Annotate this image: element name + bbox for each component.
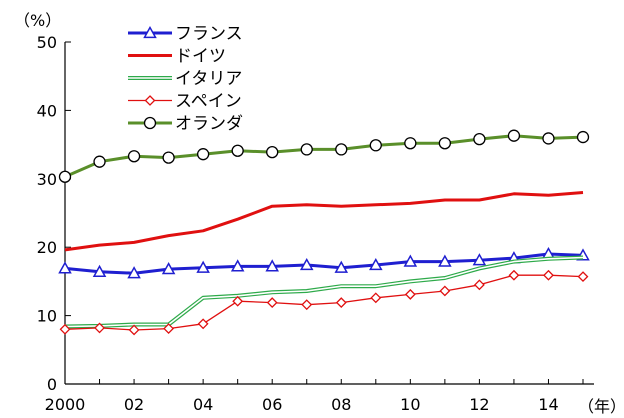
- legend-item-3: イタリア: [128, 69, 242, 89]
- data-point: [231, 144, 244, 157]
- data-point: [472, 253, 487, 266]
- legend-label: フランス: [175, 24, 243, 44]
- series-2-line: [64, 191, 584, 252]
- data-point: [577, 271, 589, 283]
- x-tick-label: 06: [262, 395, 282, 414]
- legend-label: オランダ: [175, 114, 243, 134]
- data-point: [438, 254, 452, 267]
- legend-marker: [143, 25, 157, 39]
- series-3-line-inner: [64, 256, 584, 328]
- legend-label: イタリア: [175, 69, 242, 89]
- data-point: [93, 155, 106, 168]
- legend-item-4: スペイン: [128, 92, 242, 112]
- data-point: [335, 297, 347, 309]
- data-point: [473, 279, 485, 291]
- series-2: [64, 191, 584, 252]
- data-point: [59, 323, 71, 335]
- data-point: [473, 132, 486, 146]
- data-point: [266, 145, 279, 159]
- data-point: [404, 288, 416, 300]
- legend-label: スペイン: [175, 92, 242, 112]
- series-1-line: [64, 252, 584, 275]
- data-point: [300, 143, 313, 156]
- legend-label: ドイツ: [175, 47, 226, 67]
- data-point: [161, 262, 176, 275]
- data-point: [128, 324, 140, 336]
- x-tick-label: 12: [469, 395, 489, 414]
- data-point: [196, 260, 210, 273]
- data-point: [58, 170, 72, 183]
- legend-item-1: フランス: [128, 24, 243, 44]
- x-tick-label: 2000: [45, 395, 86, 414]
- y-tick-label: 50: [37, 33, 57, 52]
- series-layer: [58, 129, 590, 336]
- data-point: [266, 297, 278, 309]
- data-point: [439, 285, 451, 297]
- data-point: [127, 150, 141, 163]
- legend-marker: [144, 95, 156, 106]
- y-tick-label: 10: [37, 307, 57, 326]
- x-tick-label: 08: [331, 395, 351, 414]
- data-point: [576, 130, 590, 144]
- series-4: [59, 269, 589, 336]
- x-tick-label: 02: [124, 395, 144, 414]
- data-point: [230, 259, 245, 272]
- legend-item-5: オランダ: [128, 114, 243, 134]
- y-tick-label: 30: [37, 170, 57, 189]
- legend-item-2: ドイツ: [128, 47, 226, 67]
- data-point: [542, 132, 555, 145]
- data-point: [507, 129, 521, 142]
- data-point: [299, 257, 314, 271]
- y-tick-label: 40: [37, 101, 57, 120]
- x-tick-label: 14: [538, 395, 558, 414]
- data-point: [232, 295, 244, 307]
- data-point: [369, 139, 382, 152]
- data-point: [94, 322, 105, 334]
- x-tick-label: 10: [400, 395, 420, 414]
- data-point: [335, 143, 348, 156]
- series-5: [58, 129, 590, 183]
- data-point: [197, 318, 209, 330]
- y-tick-label: 20: [37, 238, 57, 257]
- series-5-line: [64, 134, 584, 179]
- y-tick-label: 0: [47, 375, 57, 394]
- data-point: [127, 266, 141, 279]
- data-point: [92, 264, 107, 277]
- data-point: [334, 260, 349, 273]
- data-point: [196, 148, 210, 161]
- y-axis-unit-label: （%）: [14, 11, 61, 30]
- legend-marker: [143, 116, 157, 130]
- data-point: [369, 257, 383, 271]
- data-point: [370, 292, 382, 304]
- data-point: [162, 151, 175, 164]
- series-3: [64, 255, 584, 329]
- data-point: [508, 269, 520, 281]
- data-point: [301, 299, 313, 311]
- data-point: [163, 323, 175, 335]
- data-point: [265, 259, 279, 272]
- data-point: [438, 137, 452, 150]
- x-tick-label: 04: [193, 395, 213, 414]
- axes: 0 10 20 30 40 50 2000 02 04 06 08 10 12 14: [37, 33, 594, 414]
- data-point: [58, 261, 72, 274]
- x-axis-unit-label: （年）: [578, 397, 624, 416]
- series-4-line: [64, 274, 584, 331]
- data-point: [543, 269, 554, 281]
- series-1: [58, 246, 590, 279]
- data-point: [403, 254, 418, 267]
- data-point: [404, 137, 417, 150]
